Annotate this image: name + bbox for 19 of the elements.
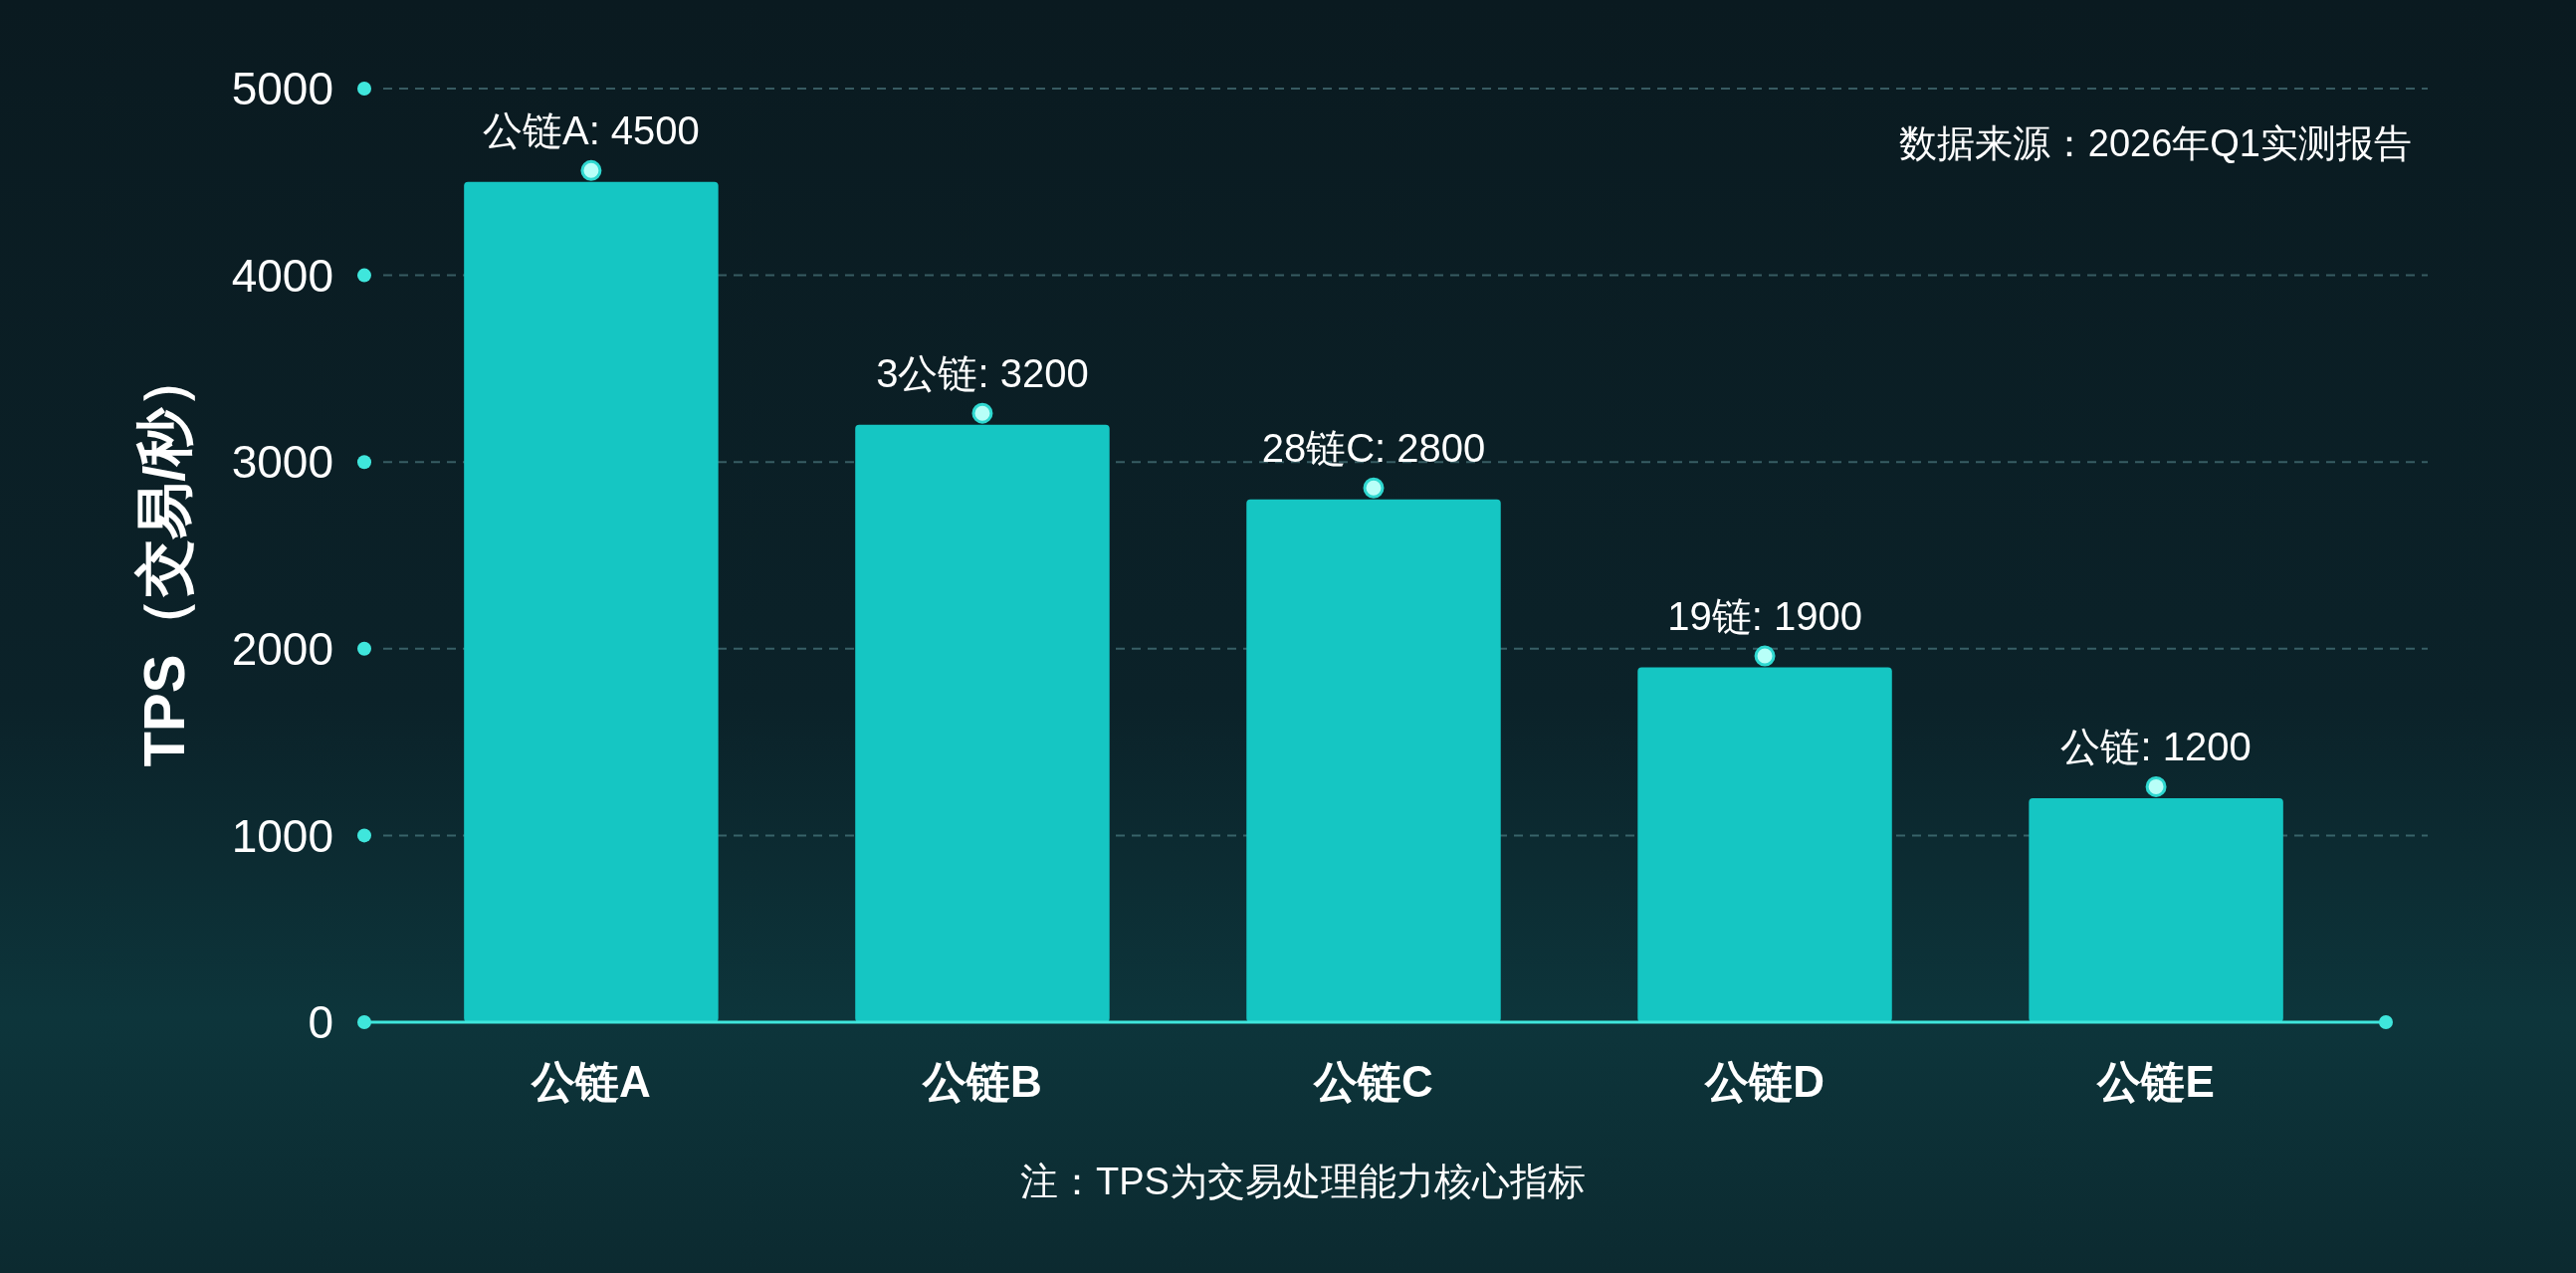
- data-label: 19链: 1900: [1667, 593, 1862, 638]
- data-label: 28链C: 2800: [1261, 425, 1486, 470]
- data-label: 公链A: 4500: [482, 107, 700, 152]
- y-tick-label: 4000: [231, 249, 333, 302]
- x-tick-label: 公链E: [2097, 1057, 2215, 1106]
- y-tick-label: 3000: [231, 436, 333, 489]
- annotation: 数据来源：2026年Q1实测报告: [1898, 122, 2412, 164]
- y-tick-label: 5000: [231, 63, 333, 115]
- data-label: 公链: 1200: [2060, 724, 2252, 768]
- y-tick-label: 1000: [231, 809, 333, 862]
- y-axis-title: TPS（交易/秒）: [131, 349, 197, 767]
- annotation: 注：TPS为交易处理能力核心指标: [1020, 1161, 1586, 1202]
- x-tick-label: 公链C: [1314, 1057, 1433, 1106]
- x-tick-label: 公链B: [923, 1057, 1042, 1106]
- x-tick-label: 公链A: [532, 1057, 651, 1106]
- data-label: 3公链: 3200: [876, 350, 1089, 395]
- x-tick-label: 公链D: [1705, 1057, 1825, 1106]
- y-tick-label: 0: [308, 996, 333, 1049]
- y-tick-label: 2000: [231, 622, 333, 675]
